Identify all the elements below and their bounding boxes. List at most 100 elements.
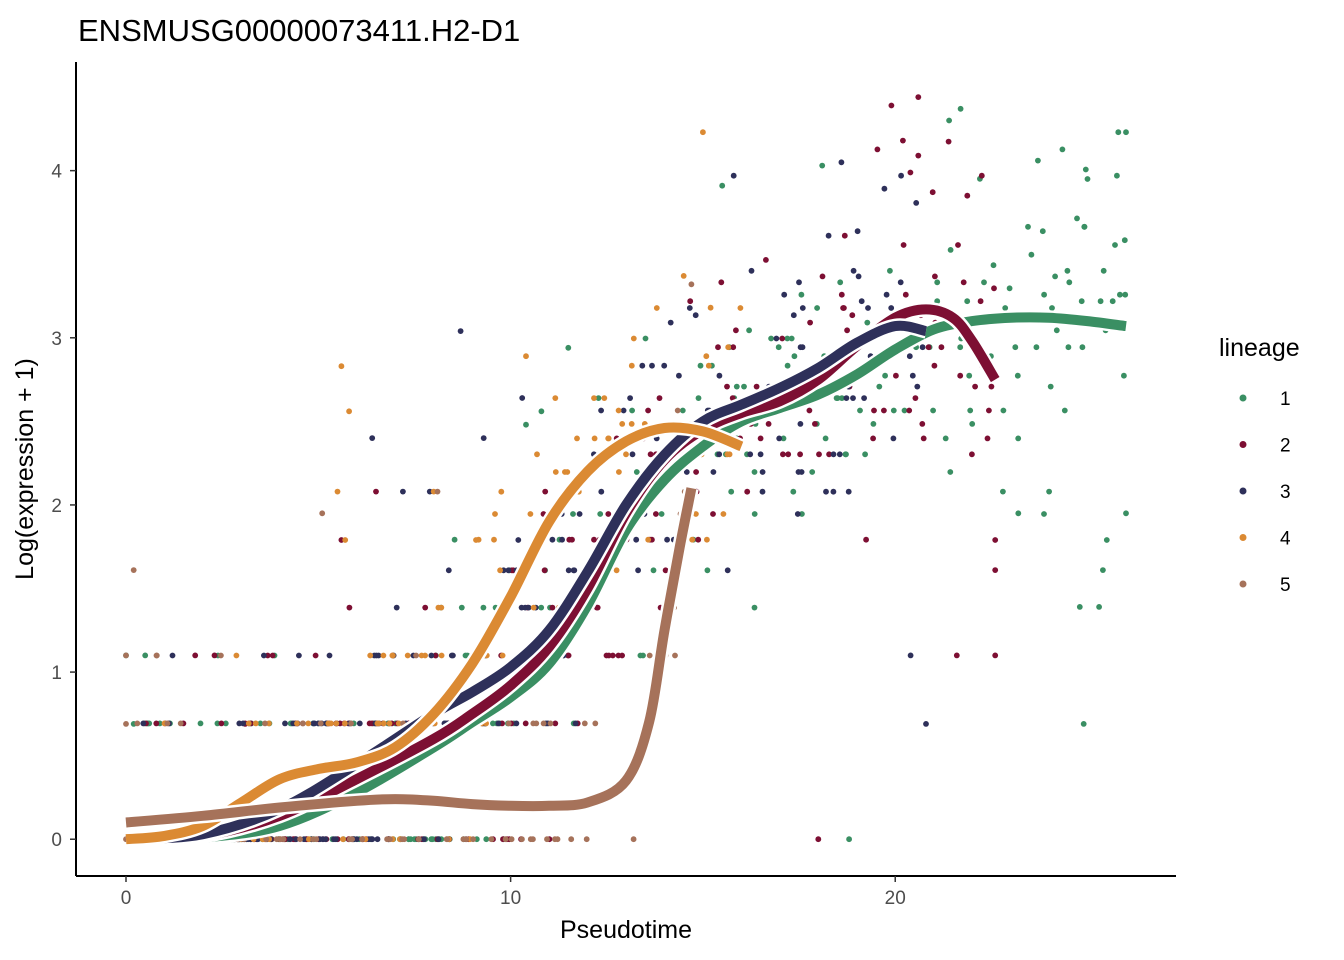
data-point: [751, 511, 758, 517]
data-point: [759, 469, 766, 475]
data-point: [645, 407, 651, 414]
data-point: [893, 372, 899, 379]
data-point: [907, 652, 914, 659]
data-point: [650, 567, 657, 574]
data-point: [591, 536, 597, 543]
data-point: [134, 720, 141, 727]
data-point: [497, 567, 503, 574]
y-tick-label: 2: [51, 496, 62, 517]
data-point: [882, 372, 888, 379]
data-point: [809, 469, 816, 475]
data-point: [967, 407, 974, 414]
data-point: [751, 469, 758, 475]
data-point: [236, 720, 243, 727]
data-point: [619, 652, 625, 659]
data-point: [581, 720, 588, 727]
data-point: [262, 720, 268, 727]
data-point: [957, 105, 964, 112]
data-point: [583, 836, 590, 843]
data-point: [554, 836, 561, 843]
data-point: [819, 273, 826, 280]
data-point: [730, 344, 737, 351]
data-point: [815, 836, 822, 843]
data-point: [1002, 305, 1009, 311]
x-tick-label: 0: [121, 888, 132, 909]
data-point: [914, 383, 921, 390]
data-point: [169, 652, 176, 659]
data-point: [972, 383, 978, 390]
data-point: [435, 604, 442, 611]
data-point: [565, 344, 572, 351]
data-point: [1066, 279, 1073, 286]
data-point: [830, 451, 837, 458]
data-point: [233, 652, 240, 659]
data-point: [845, 488, 852, 495]
data-point: [1074, 215, 1080, 222]
legend: lineage 1 2 3 4 5: [1219, 334, 1300, 596]
data-point: [906, 407, 913, 414]
x-axis-label: Pseudotime: [560, 916, 692, 944]
data-point: [946, 117, 952, 124]
legend-entries: 1 2 3 4 5: [1239, 389, 1291, 596]
data-point: [838, 159, 845, 166]
data-point: [325, 720, 332, 727]
data-point: [296, 652, 302, 659]
data-point: [658, 511, 665, 517]
data-point: [748, 267, 755, 274]
data-point: [913, 200, 920, 206]
data-point: [719, 182, 726, 189]
data-point: [605, 435, 612, 442]
data-point: [597, 511, 604, 517]
data-point: [888, 102, 895, 109]
data-point: [720, 511, 727, 517]
curve-lineage-3: [131, 320, 928, 845]
data-point: [957, 344, 964, 351]
data-point: [724, 383, 730, 390]
data-point: [679, 407, 686, 414]
data-point: [1015, 435, 1022, 442]
data-point: [1076, 604, 1083, 610]
data-point: [428, 652, 435, 659]
data-point: [434, 488, 441, 495]
data-point: [693, 511, 699, 517]
data-point: [123, 652, 129, 659]
data-point: [689, 536, 696, 543]
data-point: [806, 407, 813, 414]
data-point: [830, 488, 837, 495]
data-point: [870, 421, 877, 427]
data-point: [724, 567, 731, 574]
data-point: [1117, 291, 1123, 298]
y-tick-label: 4: [51, 162, 62, 183]
data-point: [653, 511, 659, 517]
data-point: [508, 836, 515, 843]
data-point: [763, 257, 769, 263]
data-point: [716, 451, 723, 458]
data-point: [601, 395, 608, 401]
legend-key-3: [1239, 487, 1247, 495]
data-point: [843, 395, 850, 401]
data-point: [919, 421, 926, 427]
data-point: [656, 395, 663, 401]
legend-key-5: [1239, 580, 1247, 588]
data-point: [1114, 172, 1120, 179]
data-point: [367, 652, 374, 659]
data-point: [574, 435, 580, 442]
legend-label-5: 5: [1280, 575, 1291, 596]
data-point: [368, 836, 375, 843]
data-point: [615, 407, 622, 414]
data-point: [342, 720, 348, 727]
data-point: [907, 169, 914, 176]
data-point: [386, 720, 393, 727]
data-point: [475, 536, 482, 543]
data-point: [964, 192, 971, 199]
x-tick-label: 10: [500, 888, 521, 909]
data-point: [513, 720, 520, 727]
data-point: [598, 407, 604, 414]
data-point: [733, 383, 740, 390]
data-point: [565, 567, 572, 574]
data-point: [704, 567, 711, 574]
data-point: [491, 536, 497, 543]
data-point: [864, 319, 871, 326]
data-point: [619, 421, 626, 427]
data-point: [263, 836, 270, 843]
